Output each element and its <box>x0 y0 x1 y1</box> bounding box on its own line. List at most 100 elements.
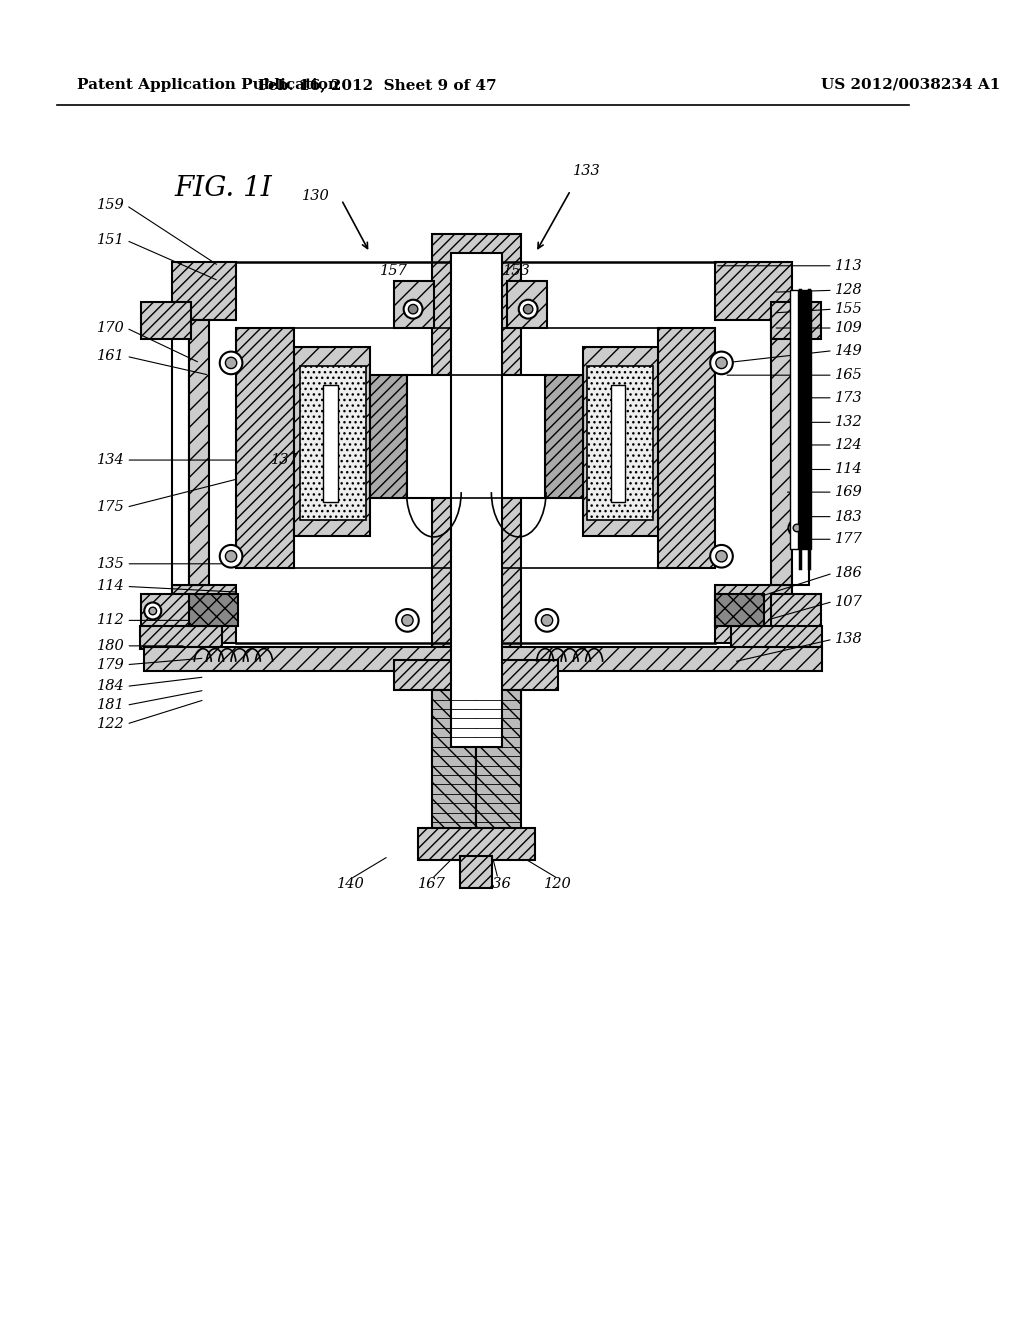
Circle shape <box>523 305 532 314</box>
Polygon shape <box>658 327 715 568</box>
Polygon shape <box>432 690 476 832</box>
Polygon shape <box>139 626 221 648</box>
Text: 161: 161 <box>96 350 125 363</box>
Circle shape <box>401 615 413 626</box>
Circle shape <box>788 520 806 536</box>
Text: Feb. 16, 2012  Sheet 9 of 47: Feb. 16, 2012 Sheet 9 of 47 <box>258 78 497 91</box>
Polygon shape <box>545 375 583 498</box>
Circle shape <box>220 545 243 568</box>
Text: US 2012/0038234 A1: US 2012/0038234 A1 <box>820 78 999 91</box>
Polygon shape <box>583 347 658 536</box>
Polygon shape <box>188 321 209 585</box>
Text: Patent Application Publication: Patent Application Publication <box>78 78 339 91</box>
Text: 171: 171 <box>314 510 342 524</box>
Text: 175: 175 <box>96 500 125 515</box>
Polygon shape <box>408 375 545 498</box>
Text: 137: 137 <box>271 453 299 467</box>
Polygon shape <box>370 375 408 498</box>
Polygon shape <box>172 261 236 321</box>
Polygon shape <box>731 626 822 648</box>
Text: 107: 107 <box>835 594 862 609</box>
Polygon shape <box>771 594 820 627</box>
Text: 183: 183 <box>835 510 862 524</box>
Text: 114: 114 <box>96 579 125 594</box>
Polygon shape <box>141 594 190 627</box>
Text: 180: 180 <box>96 639 125 653</box>
Text: 179: 179 <box>96 657 125 672</box>
Polygon shape <box>141 301 190 339</box>
Circle shape <box>225 550 237 562</box>
Circle shape <box>225 358 237 368</box>
Circle shape <box>409 305 418 314</box>
Polygon shape <box>300 366 366 520</box>
Text: 138: 138 <box>835 632 862 647</box>
Circle shape <box>150 607 157 615</box>
Text: 114: 114 <box>835 462 862 477</box>
Polygon shape <box>508 281 547 327</box>
Polygon shape <box>715 594 764 626</box>
Text: 165: 165 <box>835 368 862 383</box>
Text: 124: 124 <box>835 438 862 451</box>
Polygon shape <box>394 660 558 690</box>
Polygon shape <box>451 252 502 747</box>
Circle shape <box>794 524 801 532</box>
Circle shape <box>711 545 733 568</box>
Polygon shape <box>188 594 238 626</box>
Text: 149: 149 <box>835 343 862 358</box>
Polygon shape <box>172 585 236 643</box>
Circle shape <box>403 300 423 318</box>
Text: 169: 169 <box>835 486 862 499</box>
Circle shape <box>144 602 161 619</box>
Circle shape <box>519 300 538 318</box>
Polygon shape <box>432 234 520 766</box>
Text: 136: 136 <box>484 878 512 891</box>
Polygon shape <box>587 366 652 520</box>
Text: 140: 140 <box>337 878 365 891</box>
Circle shape <box>542 615 553 626</box>
Text: 122: 122 <box>96 717 125 731</box>
Polygon shape <box>771 301 820 339</box>
Polygon shape <box>715 261 793 321</box>
Polygon shape <box>236 327 294 568</box>
Text: 132: 132 <box>835 416 862 429</box>
Text: 177: 177 <box>835 532 862 546</box>
Text: 134: 134 <box>96 453 125 467</box>
Polygon shape <box>798 290 811 549</box>
Polygon shape <box>172 321 188 585</box>
Polygon shape <box>476 690 520 832</box>
Text: 157: 157 <box>380 264 409 279</box>
Polygon shape <box>715 585 793 643</box>
Circle shape <box>396 609 419 632</box>
Text: FIG. 1I: FIG. 1I <box>174 176 272 202</box>
Text: 135: 135 <box>96 557 125 570</box>
Circle shape <box>220 351 243 375</box>
Polygon shape <box>771 321 793 585</box>
Polygon shape <box>791 290 798 549</box>
Polygon shape <box>144 647 822 672</box>
Text: 120: 120 <box>545 878 572 891</box>
Text: 181: 181 <box>96 698 125 713</box>
Polygon shape <box>324 384 338 502</box>
Text: 113: 113 <box>835 259 862 273</box>
Polygon shape <box>460 857 493 888</box>
Text: 170: 170 <box>96 321 125 335</box>
Polygon shape <box>793 321 809 585</box>
Text: 155: 155 <box>835 302 862 317</box>
Circle shape <box>716 358 727 368</box>
Polygon shape <box>394 281 434 327</box>
Text: 186: 186 <box>835 566 862 581</box>
Polygon shape <box>611 384 626 502</box>
Text: 130: 130 <box>302 189 330 203</box>
Text: 128: 128 <box>835 284 862 297</box>
Text: 151: 151 <box>96 234 125 247</box>
Circle shape <box>536 609 558 632</box>
Text: 112: 112 <box>96 614 125 627</box>
Text: 173: 173 <box>835 391 862 405</box>
Text: 184: 184 <box>96 680 125 693</box>
Circle shape <box>716 550 727 562</box>
Circle shape <box>711 351 733 375</box>
Polygon shape <box>418 828 535 859</box>
Text: 109: 109 <box>835 321 862 335</box>
Text: 133: 133 <box>572 165 600 178</box>
Text: 167: 167 <box>418 878 445 891</box>
